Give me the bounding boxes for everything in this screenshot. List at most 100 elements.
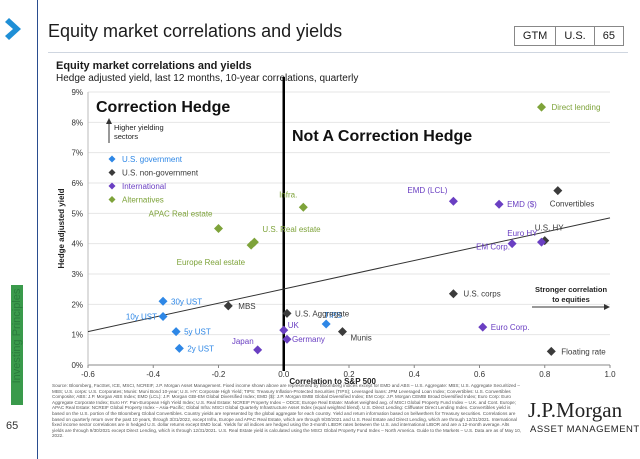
- x-tick-label: 0.8: [539, 370, 551, 379]
- x-tick-label: 0.4: [409, 370, 421, 379]
- data-label: U.S. Aggregate: [295, 309, 350, 318]
- data-label: 2y UST: [187, 344, 214, 353]
- data-label: Germany: [292, 335, 325, 344]
- chevron-right-icon[interactable]: [5, 16, 27, 42]
- y-tick-label: 0%: [71, 361, 83, 370]
- section-marker: [11, 285, 23, 405]
- data-label: UK: [288, 321, 300, 330]
- data-point: [494, 199, 504, 209]
- data-label: TIPS: [324, 311, 342, 320]
- header-rule: [48, 52, 628, 53]
- y-tick-label: 4%: [71, 240, 83, 249]
- y-tick-label: 8%: [71, 118, 83, 127]
- data-point: [321, 319, 331, 329]
- data-label: U.S. corps: [463, 290, 500, 299]
- data-label: Euro HY: [507, 229, 538, 238]
- data-label: Convertibles: [550, 200, 594, 209]
- data-point: [214, 224, 223, 233]
- data-point: [298, 202, 308, 212]
- data-label: Infra.: [279, 190, 297, 199]
- data-label: EM Corp.: [476, 243, 510, 252]
- trendline: [87, 217, 611, 333]
- logo-subtitle: ASSET MANAGEMENT: [530, 424, 640, 435]
- data-point: [448, 196, 458, 206]
- legend-marker: [108, 155, 116, 163]
- jpmorgan-logo: J.P.Morgan: [528, 398, 623, 422]
- x-tick-label: 0.6: [474, 370, 486, 379]
- rail-divider: [37, 0, 38, 459]
- tag-gtm: GTM: [515, 27, 557, 45]
- data-label: Munis: [350, 334, 371, 343]
- tag-page: 65: [602, 30, 615, 42]
- data-label: Europe Real estate: [177, 258, 246, 267]
- footnote: Source: Bloomberg, FactSet, ICE, MSCI, N…: [52, 383, 522, 439]
- data-label: APAC Real estate: [149, 210, 213, 219]
- data-point: [536, 237, 546, 247]
- data-label: MBS: [238, 302, 255, 311]
- data-point: [536, 102, 546, 112]
- data-label: Euro Corp.: [491, 323, 530, 332]
- x-tick-label: 0.0: [278, 370, 290, 379]
- data-point: [507, 239, 517, 249]
- y-tick-label: 1%: [71, 331, 83, 340]
- legend-title-line1: Higher yielding: [114, 123, 164, 132]
- legend-title-line2: sectors: [114, 132, 138, 141]
- data-point: [448, 289, 458, 299]
- data-label: EMD (LCL): [407, 186, 447, 195]
- data-point: [223, 301, 233, 311]
- data-label: 30y UST: [171, 297, 202, 306]
- data-point: [246, 240, 256, 250]
- x-axis-label: Correlation to S&P 500: [289, 377, 376, 386]
- chart-title: Equity market correlations and yields: [56, 60, 252, 72]
- x-tick-label: 0.2: [343, 370, 355, 379]
- data-point: [478, 322, 488, 332]
- header-tags: GTM U.S. 65: [513, 26, 624, 46]
- data-label: U.S. Real estate: [262, 225, 321, 234]
- data-label: Floating rate: [561, 347, 606, 356]
- tag-region: U.S.: [556, 27, 595, 45]
- y-tick-label: 5%: [71, 209, 83, 218]
- x-tick-label: -0.2: [212, 370, 226, 379]
- stronger-correlation-line2: to equities: [552, 295, 590, 304]
- stronger-correlation-line1: Stronger correlation: [535, 285, 608, 294]
- y-tick-label: 6%: [71, 179, 83, 188]
- y-tick-label: 3%: [71, 270, 83, 279]
- legend-label: U.S. government: [122, 155, 183, 164]
- y-tick-label: 2%: [71, 300, 83, 309]
- data-label: 5y UST: [184, 328, 211, 337]
- data-point: [546, 346, 556, 356]
- data-label: 10y UST: [126, 312, 157, 321]
- left-rail: Investing Principles 65: [0, 0, 37, 459]
- data-point: [171, 327, 181, 337]
- stronger-arrow-head: [604, 304, 610, 310]
- data-label: U.S. HY: [535, 224, 565, 233]
- data-point: [158, 296, 168, 306]
- legend-marker: [108, 182, 116, 190]
- x-tick-label: -0.4: [146, 370, 160, 379]
- x-tick-label: -0.6: [81, 370, 95, 379]
- chart-subtitle: Hedge adjusted yield, last 12 months, 10…: [56, 73, 359, 84]
- data-point: [174, 343, 184, 353]
- not-correction-hedge-label: Not A Correction Hedge: [292, 128, 472, 145]
- data-point: [279, 325, 289, 335]
- legend-marker: [108, 196, 116, 203]
- y-tick-label: 7%: [71, 149, 83, 158]
- x-tick-label: 1.0: [604, 370, 616, 379]
- data-point: [337, 327, 347, 337]
- data-label: EMD ($): [507, 200, 537, 209]
- legend-arrow-head: [106, 118, 112, 124]
- data-label: Japan: [232, 337, 254, 346]
- page-title: Equity market correlations and yields: [48, 21, 343, 41]
- data-point: [282, 308, 292, 318]
- data-label: Direct lending: [551, 103, 600, 112]
- legend-marker: [108, 169, 116, 176]
- data-point: [158, 311, 168, 321]
- page-number: 65: [6, 420, 19, 432]
- y-axis-label: Hedge adjusted yield: [57, 188, 66, 268]
- legend-label: U.S. non-government: [122, 169, 199, 178]
- correction-hedge-label: Correction Hedge: [96, 99, 230, 116]
- y-tick-label: 9%: [71, 88, 83, 97]
- legend-label: International: [122, 182, 166, 191]
- legend-label: Alternatives: [122, 196, 164, 205]
